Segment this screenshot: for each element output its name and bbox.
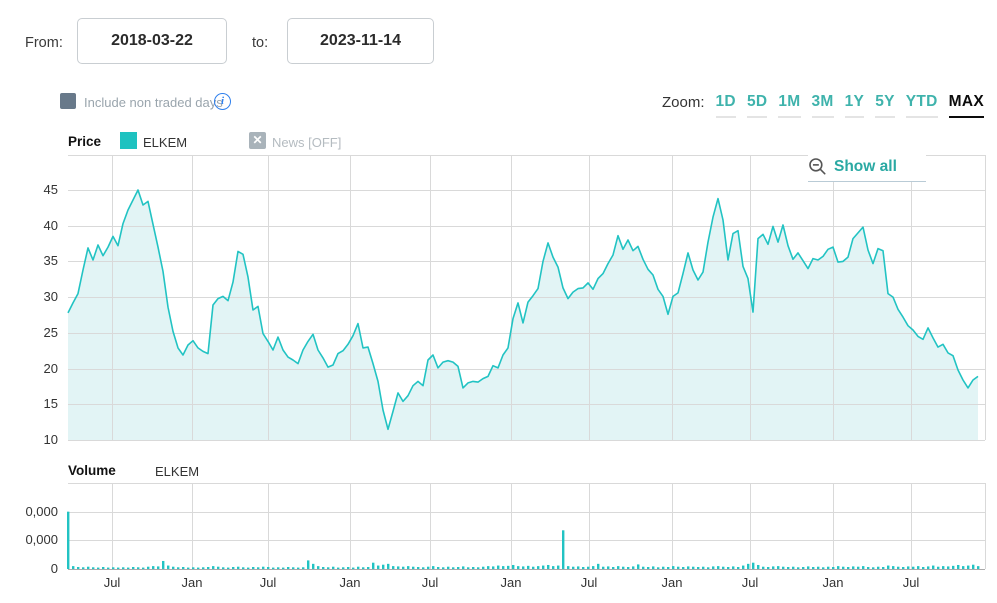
price-y-axis-labels: 45 40 35 30 25 20 15 10 <box>44 182 58 447</box>
svg-text:Jul: Jul <box>742 575 759 590</box>
zoom-label: Zoom: <box>662 94 705 111</box>
svg-text:35: 35 <box>44 253 58 268</box>
to-label: to: <box>252 35 269 51</box>
x-axis-labels: Jul Jan Jul Jan Jul Jan Jul Jan Jul Jan Jul <box>104 575 920 590</box>
elkem-series-label: ELKEM <box>143 135 188 150</box>
volume-bars <box>67 511 980 569</box>
price-line <box>67 189 979 431</box>
price-plot-area[interactable] <box>68 155 985 440</box>
svg-text:45: 45 <box>44 182 58 197</box>
show-all-button[interactable]: Show all <box>808 152 926 182</box>
svg-text:Jan: Jan <box>340 575 361 590</box>
svg-text:Jul: Jul <box>260 575 277 590</box>
zoom-range-1y[interactable]: 1Y <box>844 93 865 118</box>
volume-gridlines <box>68 483 986 569</box>
from-date-input[interactable] <box>77 18 227 64</box>
zoom-range-5y[interactable]: 5Y <box>875 93 895 118</box>
svg-text:Jul: Jul <box>104 575 121 590</box>
svg-text:10: 10 <box>44 432 58 447</box>
elkem-series-swatch[interactable] <box>120 132 137 149</box>
from-label: From: <box>25 35 63 51</box>
volume-y-axis-labels: 0,000 0,000 0 <box>25 504 58 576</box>
to-date-input[interactable] <box>287 18 434 64</box>
svg-text:15: 15 <box>44 396 58 411</box>
show-all-label: Show all <box>834 157 897 175</box>
zoom-range-1m[interactable]: 1M <box>778 93 801 118</box>
volume-plot-area[interactable] <box>68 483 985 569</box>
zoom-range-3m[interactable]: 3M <box>811 93 834 118</box>
svg-text:20: 20 <box>44 361 58 376</box>
svg-text:25: 25 <box>44 325 58 340</box>
info-icon[interactable]: i <box>214 93 231 110</box>
svg-text:Jan: Jan <box>662 575 683 590</box>
news-toggle-icon[interactable]: ✕ <box>249 132 266 149</box>
zoom-range-max[interactable]: MAX <box>948 93 985 118</box>
svg-text:Jan: Jan <box>823 575 844 590</box>
price-gridlines <box>68 155 986 441</box>
svg-text:Jul: Jul <box>581 575 598 590</box>
price-legend-title: Price <box>68 134 102 149</box>
svg-text:0: 0 <box>51 561 58 576</box>
svg-text:0,000: 0,000 <box>25 532 58 547</box>
include-non-traded-checkbox[interactable] <box>60 93 76 109</box>
svg-text:40: 40 <box>44 218 58 233</box>
svg-text:Jul: Jul <box>903 575 920 590</box>
svg-text:30: 30 <box>44 289 58 304</box>
include-non-traded-label: Include non traded days <box>84 95 223 110</box>
zoom-range-1d[interactable]: 1D <box>715 93 736 118</box>
svg-text:0,000: 0,000 <box>25 504 58 519</box>
volume-title: Volume <box>68 463 116 478</box>
svg-text:Jul: Jul <box>422 575 439 590</box>
volume-series-label: ELKEM <box>155 464 200 479</box>
zoom-controls: Zoom: 1D 5D 1M 3M 1Y 5Y YTD MAX <box>662 93 985 118</box>
zoom-range-5d[interactable]: 5D <box>746 93 768 118</box>
zoom-range-ytd[interactable]: YTD <box>905 93 938 118</box>
svg-text:Jan: Jan <box>182 575 203 590</box>
zoom-out-icon <box>809 158 826 175</box>
svg-text:Jan: Jan <box>501 575 522 590</box>
news-off-label: News [OFF] <box>272 135 342 150</box>
